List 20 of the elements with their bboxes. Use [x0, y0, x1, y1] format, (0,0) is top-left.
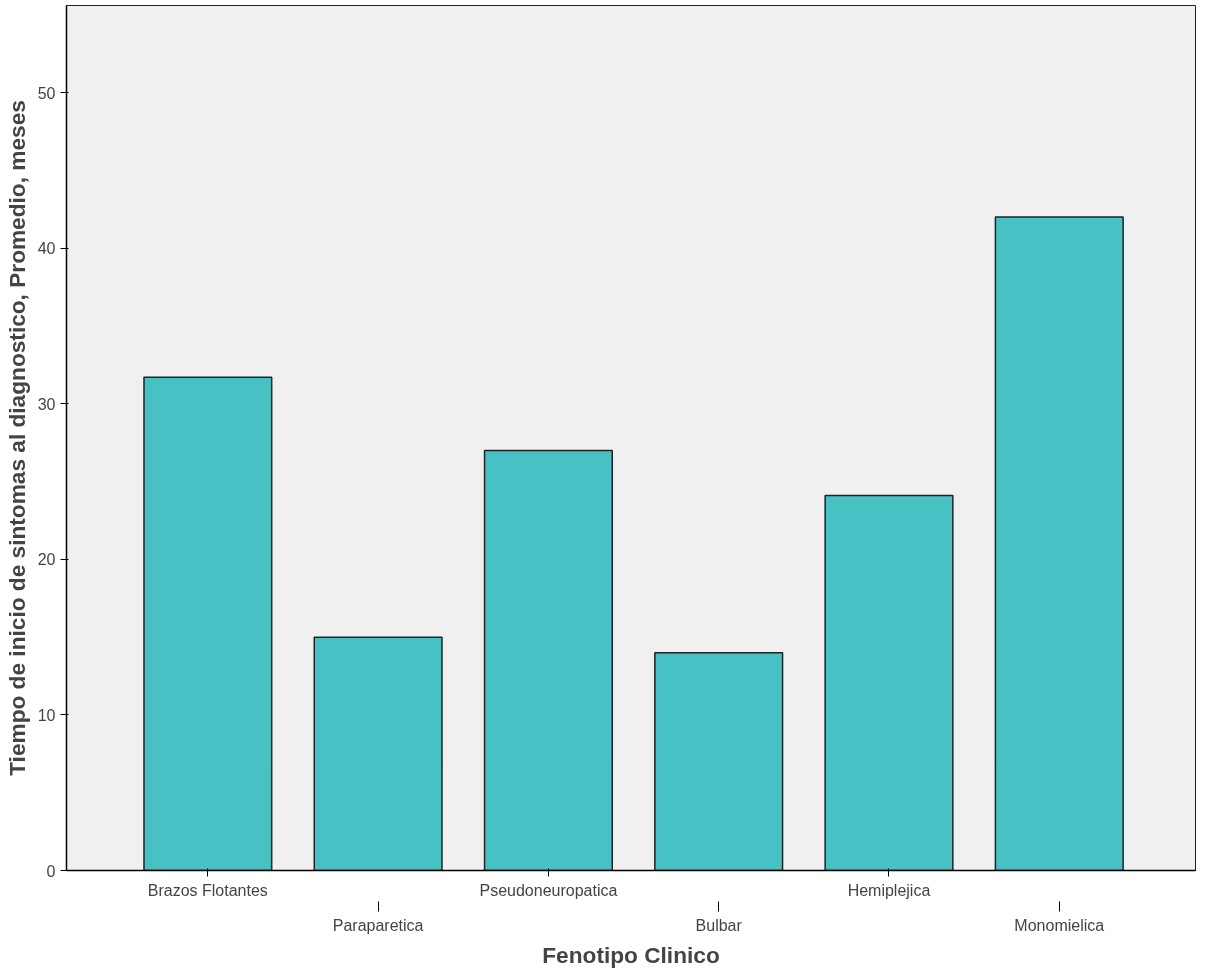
- x-tick-label: Pseudoneuropatica: [479, 881, 618, 899]
- x-tick-label: Paraparetica: [332, 916, 424, 934]
- y-tick-label: 50: [37, 84, 56, 102]
- y-axis-title: Tiempo de inicio de sintomas al diagnostico, Promedio, meses: [3, 100, 30, 776]
- bar: [143, 376, 273, 871]
- bar: [483, 449, 614, 871]
- y-tick-label: 20: [37, 551, 56, 569]
- x-tick-label: Monomielica: [1014, 916, 1105, 934]
- x-axis-title: Fenotipo Clinico: [542, 941, 720, 968]
- y-tick-label: 30: [37, 395, 56, 413]
- y-tick-label: 0: [46, 862, 56, 880]
- bar: [994, 216, 1124, 871]
- x-tick-label: Bulbar: [695, 916, 743, 934]
- bar: [654, 651, 784, 871]
- x-tick-label: Brazos Flotantes: [147, 881, 268, 899]
- y-tick-label: 10: [37, 706, 56, 724]
- y-tick-label: 40: [37, 240, 56, 258]
- x-tick-label: Hemiplejica: [847, 881, 931, 899]
- bar: [824, 494, 954, 871]
- bar: [313, 636, 443, 871]
